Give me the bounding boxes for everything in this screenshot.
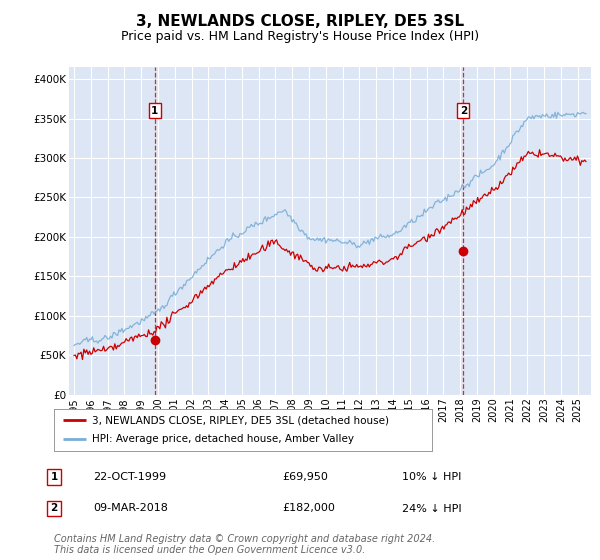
- Text: Price paid vs. HM Land Registry's House Price Index (HPI): Price paid vs. HM Land Registry's House …: [121, 30, 479, 43]
- Text: 2: 2: [50, 503, 58, 514]
- Text: 2: 2: [460, 106, 467, 115]
- Text: 1: 1: [50, 472, 58, 482]
- Text: HPI: Average price, detached house, Amber Valley: HPI: Average price, detached house, Ambe…: [92, 435, 354, 445]
- Text: 3, NEWLANDS CLOSE, RIPLEY, DE5 3SL: 3, NEWLANDS CLOSE, RIPLEY, DE5 3SL: [136, 14, 464, 29]
- Text: 3, NEWLANDS CLOSE, RIPLEY, DE5 3SL (detached house): 3, NEWLANDS CLOSE, RIPLEY, DE5 3SL (deta…: [92, 415, 389, 425]
- Text: 22-OCT-1999: 22-OCT-1999: [93, 472, 166, 482]
- Text: 1: 1: [151, 106, 158, 115]
- Text: 09-MAR-2018: 09-MAR-2018: [93, 503, 168, 514]
- Text: £182,000: £182,000: [282, 503, 335, 514]
- Text: £69,950: £69,950: [282, 472, 328, 482]
- Text: 10% ↓ HPI: 10% ↓ HPI: [402, 472, 461, 482]
- Text: 24% ↓ HPI: 24% ↓ HPI: [402, 503, 461, 514]
- Text: Contains HM Land Registry data © Crown copyright and database right 2024.
This d: Contains HM Land Registry data © Crown c…: [54, 534, 435, 555]
